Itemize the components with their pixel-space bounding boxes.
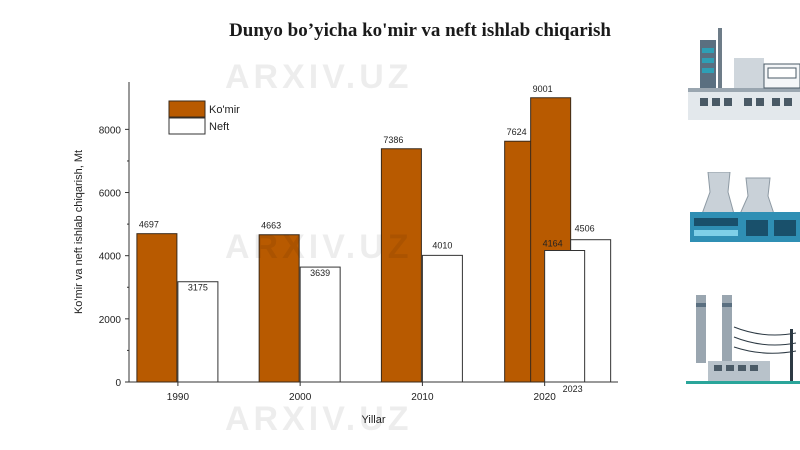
- data-label: 9001: [533, 84, 553, 94]
- data-label: 7386: [383, 135, 403, 145]
- data-label: 4663: [261, 221, 281, 231]
- bar-neft: [299, 266, 341, 383]
- data-label: 4010: [432, 240, 452, 250]
- data-label: 4697: [139, 220, 159, 230]
- y-tick-label: 2000: [99, 315, 122, 326]
- chart-title: Dunyo bo’yicha ko'mir va neft ishlab chi…: [229, 20, 611, 41]
- data-label: 3639: [310, 268, 330, 278]
- y-tick-label: 4000: [99, 252, 122, 263]
- legend-swatch-neft: [168, 117, 206, 135]
- data-label: 7624: [507, 127, 527, 137]
- x-tick-label: 2010: [411, 392, 434, 403]
- data-label: 4164: [543, 239, 563, 249]
- y-tick-label: 6000: [99, 189, 122, 200]
- bar-komir: [258, 234, 300, 383]
- y-tick-label: 0: [115, 378, 121, 389]
- x-axis-label: Yillar: [361, 414, 385, 426]
- bar-komir: [136, 233, 178, 383]
- legend-label-neft: Neft: [209, 121, 229, 133]
- y-axis-label: Ko'mir va neft ishlab chiqarish, Mt: [73, 150, 85, 314]
- x-tick-label: 1990: [167, 392, 190, 403]
- bar-neft: [177, 281, 219, 383]
- bar-neft: [544, 250, 586, 383]
- x-tick-label: 2000: [289, 392, 312, 403]
- x-tick-label: 2020: [534, 392, 557, 403]
- legend-swatch-komir: [168, 100, 206, 118]
- bar-komir: [380, 148, 422, 383]
- data-label: 3175: [188, 283, 208, 293]
- power-plant-illustration: [690, 172, 800, 242]
- legend-label-komir: Ko'mir: [209, 104, 240, 116]
- y-tick-label: 8000: [99, 125, 122, 136]
- bar-neft: [421, 254, 463, 383]
- data-label: 4506: [575, 224, 595, 234]
- factory-illustration: [688, 28, 800, 120]
- annotation-2023: 2023: [563, 384, 583, 394]
- power-lines-illustration: [686, 295, 800, 384]
